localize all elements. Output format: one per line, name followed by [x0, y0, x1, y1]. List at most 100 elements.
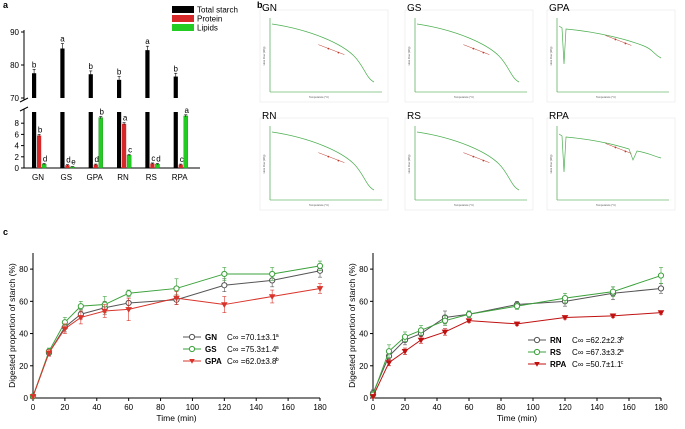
x-tick-label: 100	[186, 403, 200, 412]
data-point-rpa	[401, 348, 409, 355]
legend-swatch-lipids	[172, 24, 194, 31]
x-tick-label: 0	[31, 403, 36, 412]
x-tick-label: GN	[32, 173, 44, 182]
bar-protein	[65, 165, 70, 168]
data-point-rs	[561, 295, 569, 302]
panel-label-a: a	[3, 0, 9, 10]
series-line-rpa	[372, 312, 662, 397]
legend-marker	[188, 333, 196, 341]
legend-c-value: C∞ =62.2±2.3	[572, 336, 622, 345]
y-tick-label: 20	[359, 362, 368, 371]
significance-letter: d	[156, 155, 160, 164]
legend-marker	[189, 359, 195, 364]
legend-c-superscript: a	[276, 333, 280, 339]
dsc-baseline-fit	[318, 152, 345, 163]
significance-letter: a	[185, 106, 190, 115]
panel-label-b: b	[257, 0, 263, 10]
legend-c-value: C∞ =62.0±3.8	[227, 357, 277, 366]
data-point-gs	[77, 303, 84, 310]
legend-swatch-total-starch	[172, 6, 194, 13]
y-tick-label: 40	[19, 330, 28, 339]
bar-total-starch	[60, 48, 65, 98]
y-tick-label: 80	[10, 61, 19, 70]
x-axis-label: Time (min)	[156, 413, 196, 423]
dsc-x-label: Temperature (°C)	[309, 203, 329, 207]
dsc-y-label: Heat Flow (W/g)	[407, 47, 411, 66]
dsc-thumbnail-title: GPA	[549, 3, 570, 14]
significance-letter: b	[32, 60, 37, 69]
x-tick-label: 180	[654, 403, 668, 412]
data-point-rpa	[513, 321, 521, 328]
dsc-endset-marker	[337, 51, 340, 54]
data-point-gpa	[173, 295, 180, 302]
data-point-rs	[385, 348, 393, 355]
x-tick-label: 80	[497, 403, 506, 412]
x-tick-label: 60	[465, 403, 474, 412]
dsc-curve	[271, 23, 375, 83]
significance-letter: b	[174, 64, 179, 73]
legend-label: Total starch	[197, 6, 238, 15]
x-tick-label: 40	[433, 403, 442, 412]
data-point-gs	[316, 262, 324, 269]
panel-b-dsc-thumbnails: GN Temperature (°C) Heat Flow (W/g) GS Tempe…	[259, 3, 676, 211]
legend-c-superscript: b	[621, 336, 624, 342]
bar-total-starch	[173, 112, 178, 168]
dsc-y-label: Heat Flow (W/g)	[549, 47, 553, 66]
legend-c-value: C∞ =67.3±3.2	[572, 348, 622, 357]
legend-c-superscript: a	[276, 345, 280, 351]
data-point-rs	[441, 317, 449, 324]
legend-series-name: GPA	[205, 357, 222, 366]
data-point-rpa	[465, 318, 473, 325]
dsc-onset-marker	[327, 155, 330, 158]
y-axis-label: Digested proportion of starch (%)	[347, 263, 357, 388]
data-point-gpa	[221, 302, 228, 308]
panel-c-right-line-chart: 0 20 40 60 80 0 20 40 60 80 100 120 140 160 180 Time (m…	[347, 253, 668, 423]
x-tick-label: 140	[590, 403, 604, 412]
data-point-gpa	[29, 394, 37, 400]
data-point-rs	[417, 327, 425, 334]
data-point-gs	[221, 270, 228, 278]
data-point-gpa	[268, 294, 276, 300]
significance-letter: e	[71, 158, 76, 167]
legend-marker	[533, 348, 541, 356]
legend-c-superscript: c	[621, 360, 624, 366]
significance-letter: b	[38, 125, 43, 134]
data-point-rpa	[417, 337, 425, 344]
dsc-y-label: Heat Flow (W/g)	[549, 155, 553, 174]
dsc-curve	[416, 131, 520, 191]
significance-letter: b	[89, 62, 94, 71]
dsc-curve	[558, 133, 662, 173]
dsc-baseline-fit	[605, 35, 632, 46]
panel-label-c: c	[3, 227, 9, 237]
bar-protein	[37, 135, 42, 168]
dsc-thumbnail-frame	[259, 117, 389, 211]
data-point-gs	[173, 285, 180, 292]
bar-total-starch	[32, 73, 37, 98]
legend-c-superscript: b	[276, 357, 279, 363]
series-line-rn	[372, 287, 662, 394]
dsc-curve	[558, 25, 662, 65]
y-tick-label: 8	[15, 119, 20, 128]
x-tick-label: 40	[92, 403, 101, 412]
y-tick-label: 0	[364, 394, 369, 403]
data-point-gpa	[45, 350, 53, 357]
bar-total-starch	[117, 112, 122, 168]
data-point-gpa	[125, 307, 132, 313]
significance-letter: a	[60, 35, 65, 44]
x-tick-label: 140	[250, 403, 264, 412]
x-tick-label: 60	[124, 403, 133, 412]
data-point-rpa	[385, 360, 393, 366]
data-point-rpa	[609, 313, 617, 320]
dsc-endset-marker	[482, 51, 485, 54]
significance-letter: a	[123, 114, 128, 123]
x-tick-label: GPA	[87, 173, 104, 182]
y-tick-label: 0	[15, 164, 20, 173]
dsc-y-label: Heat Flow (W/g)	[407, 155, 411, 174]
dsc-x-label: Temperature (°C)	[596, 203, 616, 207]
x-axis-label: Time (min)	[497, 413, 537, 423]
dsc-onset-marker	[614, 38, 617, 41]
panel-c-left-line-chart: 0 20 40 60 80 0 20 40 60 80 100 120 140 160 180 Time (m…	[7, 253, 327, 423]
x-tick-label: 120	[558, 403, 572, 412]
y-tick-label: 60	[19, 297, 28, 306]
y-axis-label: Digested proportion of starch (%)	[7, 263, 17, 388]
